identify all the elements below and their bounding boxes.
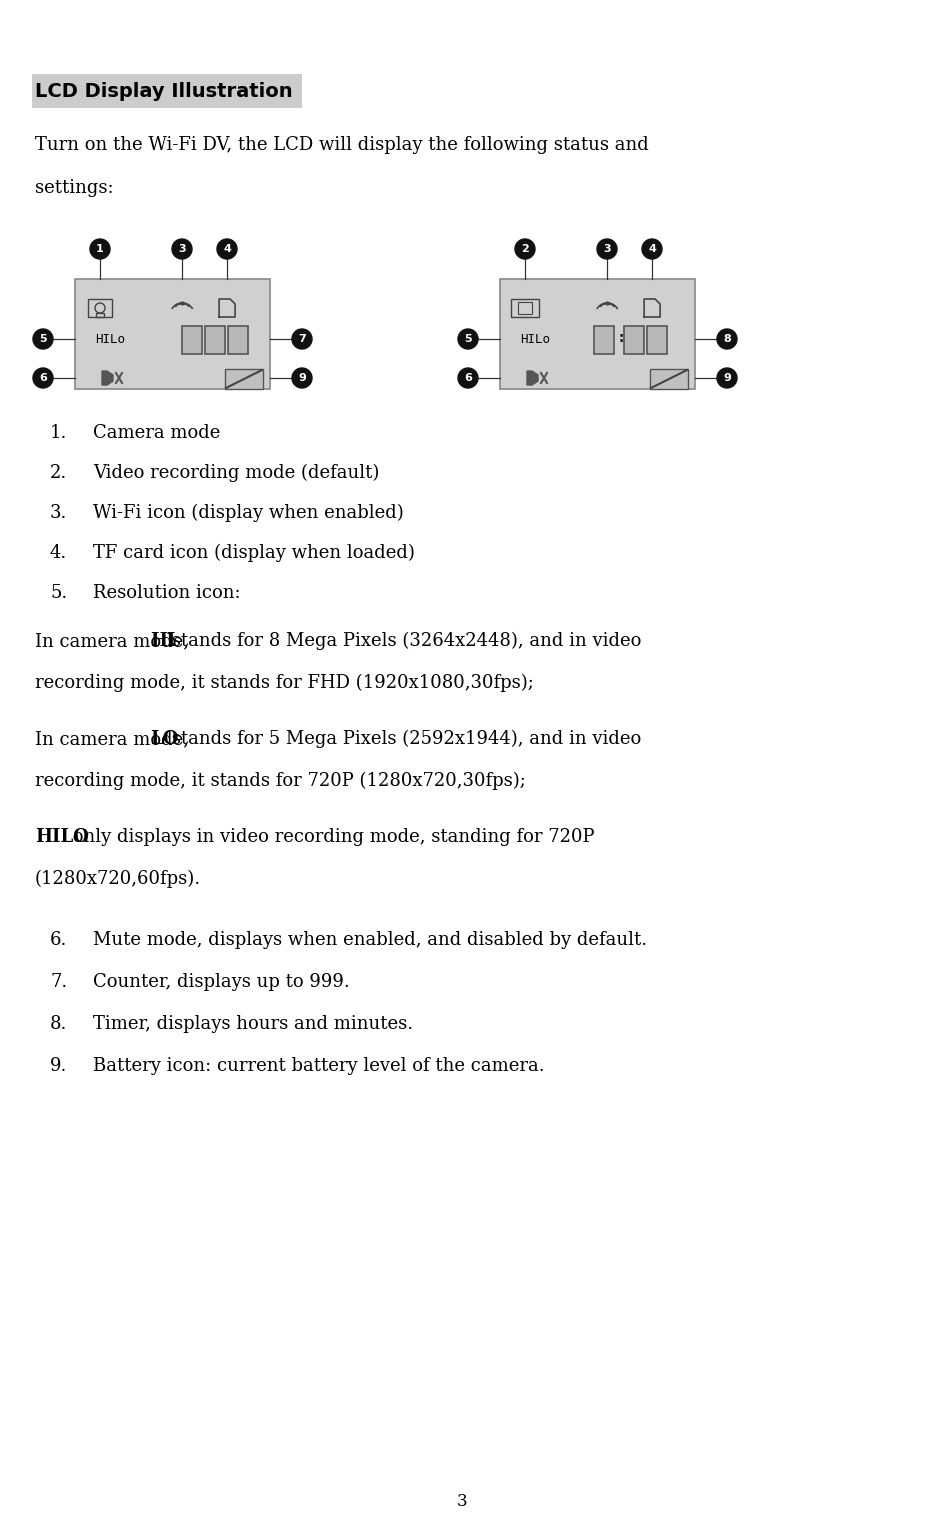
Text: HILo: HILo bbox=[95, 333, 125, 347]
Text: In camera mode,: In camera mode, bbox=[35, 632, 195, 649]
Circle shape bbox=[458, 328, 478, 348]
Bar bbox=[88, 299, 112, 318]
Bar bbox=[182, 325, 203, 353]
Bar bbox=[225, 368, 263, 388]
Bar bbox=[228, 325, 248, 353]
Text: LCD Display Illustration: LCD Display Illustration bbox=[35, 81, 292, 101]
Text: 9: 9 bbox=[298, 373, 306, 384]
Circle shape bbox=[172, 239, 192, 259]
Text: 6: 6 bbox=[39, 373, 47, 384]
Text: 4: 4 bbox=[223, 244, 231, 253]
Text: stands for 5 Mega Pixels (2592x1944), and in video: stands for 5 Mega Pixels (2592x1944), an… bbox=[166, 731, 641, 748]
FancyBboxPatch shape bbox=[32, 74, 302, 107]
Bar bbox=[96, 313, 104, 318]
Circle shape bbox=[597, 239, 617, 259]
Bar bbox=[518, 302, 532, 315]
Text: settings:: settings: bbox=[35, 180, 114, 196]
Text: HILo: HILo bbox=[520, 333, 550, 347]
Text: Counter, displays up to 999.: Counter, displays up to 999. bbox=[93, 973, 350, 992]
Text: Turn on the Wi-Fi DV, the LCD will display the following status and: Turn on the Wi-Fi DV, the LCD will displ… bbox=[35, 137, 648, 154]
Text: 6.: 6. bbox=[50, 932, 68, 949]
Bar bbox=[511, 299, 539, 318]
Text: 2: 2 bbox=[521, 244, 529, 253]
Text: 9.: 9. bbox=[50, 1058, 68, 1074]
Text: Timer, displays hours and minutes.: Timer, displays hours and minutes. bbox=[93, 1015, 413, 1033]
Circle shape bbox=[515, 239, 535, 259]
Text: 3: 3 bbox=[603, 244, 610, 253]
Circle shape bbox=[292, 368, 312, 388]
Text: Camera mode: Camera mode bbox=[93, 424, 220, 442]
Text: 7: 7 bbox=[298, 335, 306, 344]
Text: stands for 8 Mega Pixels (3264x2448), and in video: stands for 8 Mega Pixels (3264x2448), an… bbox=[166, 632, 642, 651]
Circle shape bbox=[717, 368, 737, 388]
Circle shape bbox=[33, 328, 53, 348]
Text: TF card icon (display when loaded): TF card icon (display when loaded) bbox=[93, 543, 415, 562]
Text: (1280x720,60fps).: (1280x720,60fps). bbox=[35, 870, 201, 889]
Text: 8: 8 bbox=[723, 335, 731, 344]
Text: HI: HI bbox=[150, 632, 176, 649]
Text: recording mode, it stands for 720P (1280x720,30fps);: recording mode, it stands for 720P (1280… bbox=[35, 772, 526, 791]
Bar bbox=[594, 325, 613, 353]
Bar bbox=[75, 279, 270, 388]
Circle shape bbox=[458, 368, 478, 388]
Circle shape bbox=[90, 239, 110, 259]
Circle shape bbox=[717, 328, 737, 348]
Text: HILO: HILO bbox=[35, 827, 89, 846]
Text: 7.: 7. bbox=[50, 973, 68, 992]
Text: 1.: 1. bbox=[50, 424, 68, 442]
Text: 3: 3 bbox=[179, 244, 186, 253]
Text: Wi-Fi icon (display when enabled): Wi-Fi icon (display when enabled) bbox=[93, 503, 403, 522]
Text: 5.: 5. bbox=[50, 583, 68, 602]
Text: only displays in video recording mode, standing for 720P: only displays in video recording mode, s… bbox=[67, 827, 595, 846]
Text: 6: 6 bbox=[464, 373, 472, 384]
Text: LO: LO bbox=[150, 731, 179, 748]
Text: Resolution icon:: Resolution icon: bbox=[93, 583, 240, 602]
Text: Video recording mode (default): Video recording mode (default) bbox=[93, 464, 379, 482]
Bar bbox=[647, 325, 667, 353]
Circle shape bbox=[292, 328, 312, 348]
Text: Battery icon: current battery level of the camera.: Battery icon: current battery level of t… bbox=[93, 1058, 545, 1074]
Text: :: : bbox=[617, 330, 625, 345]
Bar bbox=[650, 368, 688, 388]
Text: 8.: 8. bbox=[50, 1015, 68, 1033]
Bar bbox=[205, 325, 226, 353]
Text: 4: 4 bbox=[648, 244, 656, 253]
Text: 3: 3 bbox=[457, 1494, 468, 1510]
Text: 2.: 2. bbox=[50, 464, 68, 482]
Text: Mute mode, displays when enabled, and disabled by default.: Mute mode, displays when enabled, and di… bbox=[93, 932, 648, 949]
Text: In camera mode,: In camera mode, bbox=[35, 731, 195, 748]
Circle shape bbox=[217, 239, 237, 259]
Text: 1: 1 bbox=[96, 244, 104, 253]
Text: 5: 5 bbox=[39, 335, 47, 344]
Text: recording mode, it stands for FHD (1920x1080,30fps);: recording mode, it stands for FHD (1920x… bbox=[35, 674, 534, 692]
Bar bbox=[623, 325, 644, 353]
Circle shape bbox=[33, 368, 53, 388]
Circle shape bbox=[642, 239, 662, 259]
Polygon shape bbox=[102, 371, 113, 385]
Text: 5: 5 bbox=[464, 335, 472, 344]
Text: 9: 9 bbox=[723, 373, 731, 384]
Text: 3.: 3. bbox=[50, 503, 68, 522]
Bar bbox=[500, 279, 695, 388]
Polygon shape bbox=[527, 371, 538, 385]
Text: 4.: 4. bbox=[50, 543, 68, 562]
